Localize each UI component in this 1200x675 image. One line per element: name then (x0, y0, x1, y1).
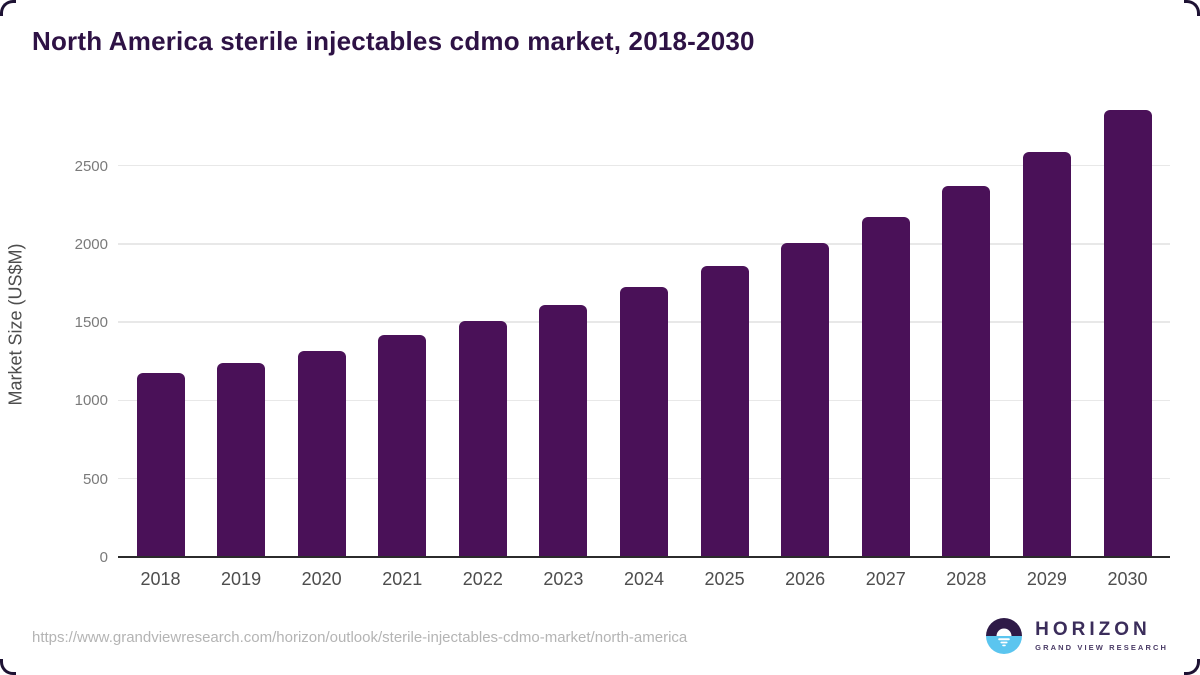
bar-2025 (700, 265, 749, 557)
x-tick-label-2021: 2021 (382, 569, 423, 589)
bar-2030 (1103, 110, 1152, 557)
x-tick-label-2029: 2029 (1026, 569, 1067, 589)
x-tick-label-2027: 2027 (865, 569, 906, 589)
y-tick-label-1000: 1000 (74, 392, 108, 410)
bar-2021 (378, 335, 427, 557)
x-tick-label-2028: 2028 (946, 569, 987, 589)
bar-2023 (539, 304, 588, 557)
bar-2020 (297, 351, 346, 557)
y-tick-label-2500: 2500 (74, 157, 108, 175)
y-tick-label-0: 0 (99, 549, 108, 566)
x-tick-label-2022: 2022 (462, 569, 503, 589)
x-tick-label-2025: 2025 (704, 569, 745, 589)
horizon-logo: HORIZON GRAND VIEW RESEARCH (985, 617, 1168, 655)
y-tick-label-1500: 1500 (74, 314, 108, 332)
y-tick-label-2000: 2000 (74, 235, 108, 253)
horizon-logo-text: HORIZON GRAND VIEW RESEARCH (1035, 619, 1168, 652)
bar-2026 (781, 243, 830, 557)
source-url: https://www.grandviewresearch.com/horizo… (32, 629, 688, 646)
bar-2029 (1022, 151, 1071, 557)
bar-2018 (136, 373, 185, 557)
chart-title: North America sterile injectables cdmo m… (32, 26, 755, 56)
bar-2027 (861, 217, 910, 557)
rounded-corner-top-right (1184, 0, 1200, 16)
rounded-corner-bottom-left (0, 659, 16, 675)
x-axis-line (118, 556, 1170, 558)
logo-subtitle: GRAND VIEW RESEARCH (1035, 642, 1168, 652)
horizon-logo-icon (986, 618, 1023, 654)
x-tick-label-2030: 2030 (1107, 569, 1148, 589)
x-tick-label-2019: 2019 (221, 569, 262, 589)
gridline-2000 (118, 243, 1170, 245)
x-tick-label-2018: 2018 (140, 569, 181, 589)
x-tick-label-2020: 2020 (301, 569, 342, 589)
bar-2019 (217, 362, 266, 557)
rounded-corner-bottom-right (1184, 659, 1200, 675)
x-tick-label-2024: 2024 (623, 569, 665, 589)
logo-name: HORIZON (1035, 619, 1151, 641)
bar-2028 (942, 185, 991, 557)
gridline-2500 (118, 164, 1170, 167)
plot-area (118, 103, 1170, 557)
bar-2022 (458, 321, 507, 557)
y-tick-label-500: 500 (82, 470, 108, 488)
x-tick-label-2023: 2023 (543, 569, 584, 589)
y-axis-title: Market Size (US$M) (5, 243, 26, 406)
bar-2024 (620, 286, 668, 557)
x-tick-label-2026: 2026 (785, 569, 826, 589)
rounded-corner-top-left (0, 0, 16, 16)
